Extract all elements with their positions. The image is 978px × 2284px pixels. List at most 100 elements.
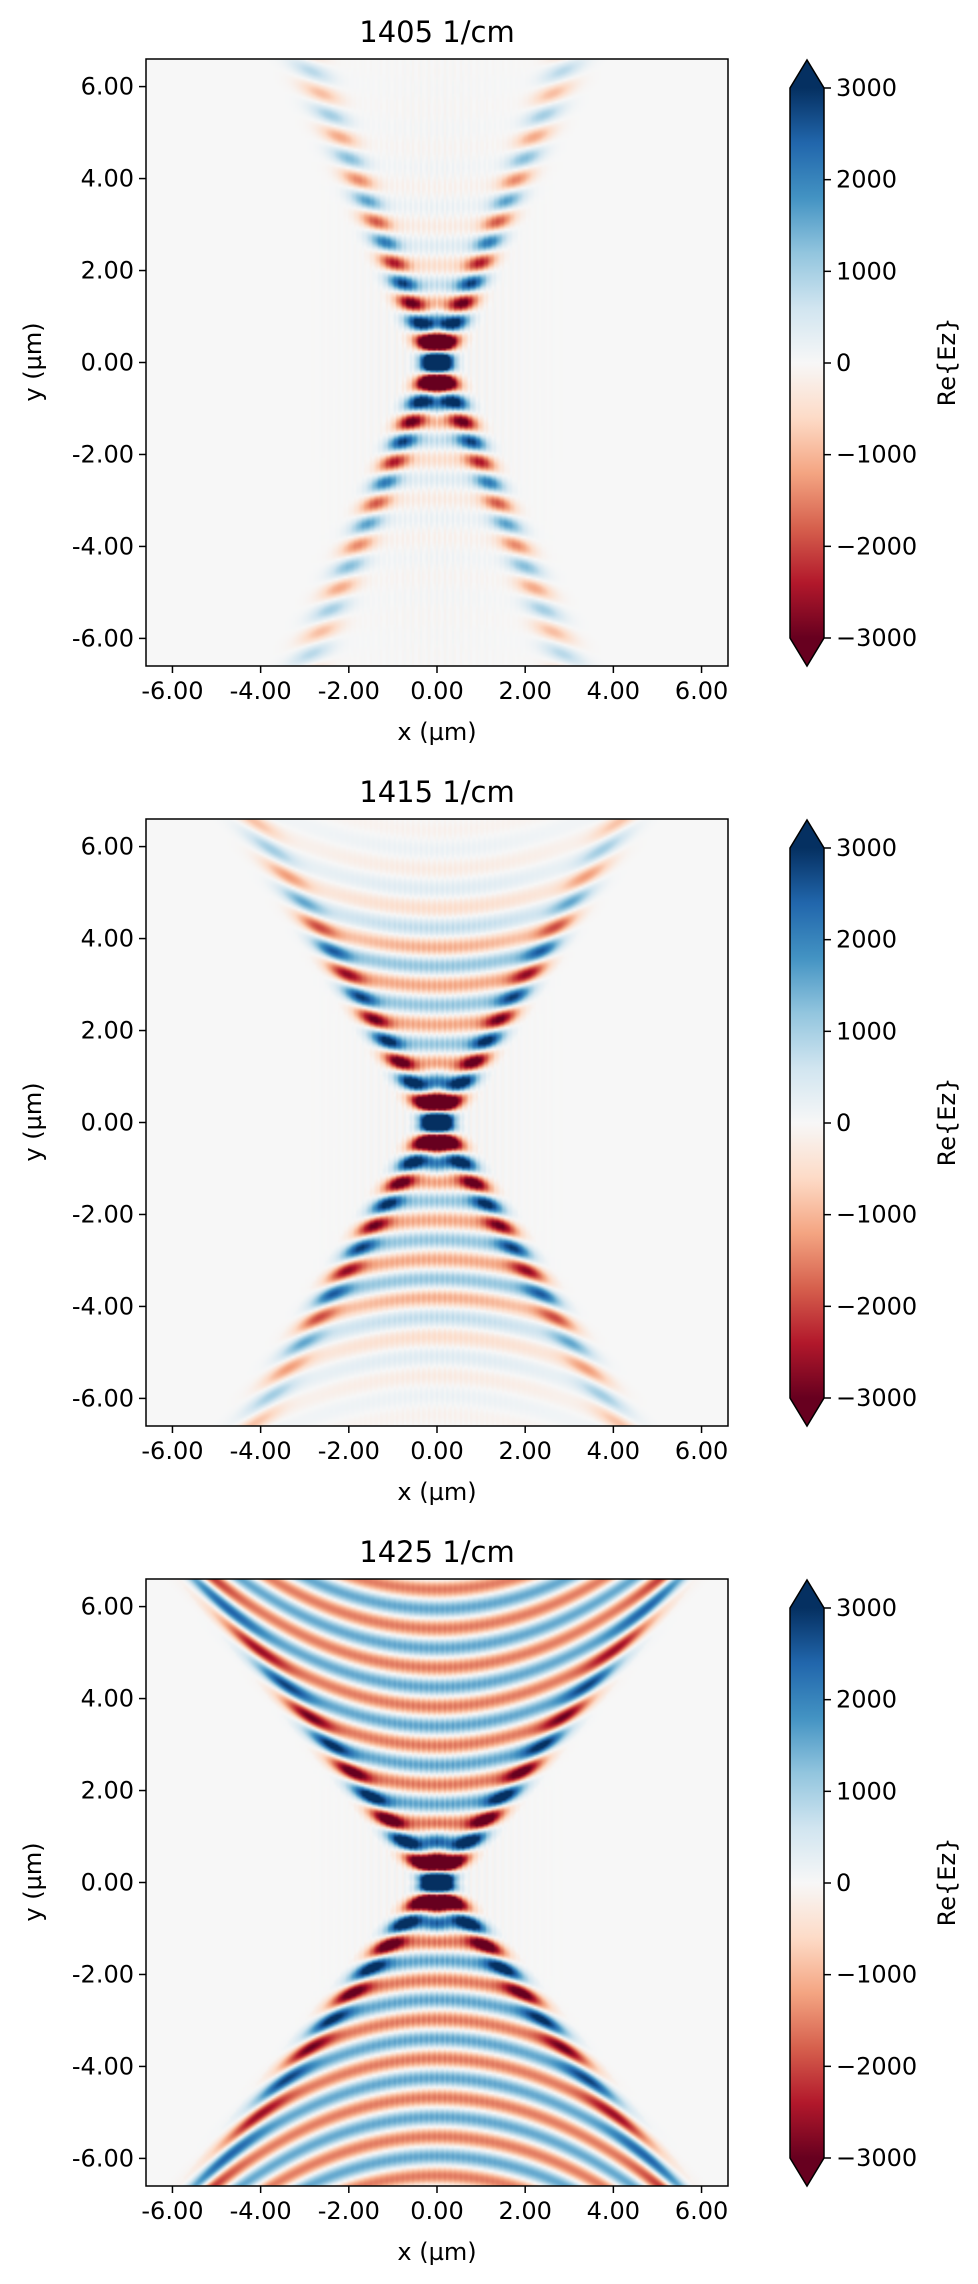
colorbar-label: Re{Ez} [933,318,961,407]
y-tick-label: 6.00 [81,73,134,101]
colorbar-label: Re{Ez} [933,1078,961,1167]
x-tick-label: 0.00 [410,677,463,705]
chart-panel-1425: 1425 1/cm -6.00 -4.00 -2.00 0.00 2.00 4.00 6.0… [0,1520,978,2281]
x-tick-label: -4.00 [230,2197,292,2225]
colorbar-tick-label: 3000 [836,74,897,102]
y-tick-label: -4.00 [72,2052,134,2080]
y-tick-label: 0.00 [81,349,134,377]
colorbar-tick-label: −1000 [836,1201,917,1229]
colorbar-tick-label: −3000 [836,624,917,652]
colorbar-tick-label: −2000 [836,1292,917,1320]
x-axis-ticks: -6.00 -4.00 -2.00 0.00 2.00 4.00 6.00 [141,666,728,705]
colorbar-extend-max [790,60,824,88]
y-axis-ticks: 6.00 4.00 2.00 0.00 -2.00 -4.00 -6.00 [72,1593,146,2172]
x-axis-label: x (µm) [397,1478,476,1506]
field-heatmap [146,59,728,666]
x-axis-label: x (µm) [397,2238,476,2266]
y-tick-label: -2.00 [72,1200,134,1228]
field-heatmap [146,819,728,1426]
heatmap-chart: 1425 1/cm -6.00 -4.00 -2.00 0.00 2.00 4.00 6.0… [19,1535,961,2266]
colorbar-extend-max [790,820,824,848]
field-heatmap [146,1579,728,2186]
x-tick-label: 4.00 [587,2197,640,2225]
colorbar-extend-min [790,2158,824,2186]
colorbar-tick-label: 0 [836,1869,851,1897]
y-tick-label: -2.00 [72,440,134,468]
colorbar-label: Re{Ez} [933,1838,961,1927]
chart-title: 1415 1/cm [359,775,514,809]
y-axis-ticks: 6.00 4.00 2.00 0.00 -2.00 -4.00 -6.00 [72,833,146,1412]
x-tick-label: 4.00 [587,677,640,705]
x-tick-label: 6.00 [675,1437,728,1465]
x-axis-ticks: -6.00 -4.00 -2.00 0.00 2.00 4.00 6.00 [141,2186,728,2225]
colorbar-tick-label: 2000 [836,1686,897,1714]
heatmap-chart: 1405 1/cm -6.00 -4.00 -2.00 0.00 2.00 4.00 6.0… [19,15,961,746]
x-tick-label: -2.00 [318,677,380,705]
colorbar-tick-label: 3000 [836,834,897,862]
colorbar-tick-label: 0 [836,1109,851,1137]
x-tick-label: -4.00 [230,677,292,705]
colorbar-tick-label: −3000 [836,2144,917,2172]
y-tick-label: 4.00 [81,1685,134,1713]
y-tick-label: -6.00 [72,2144,134,2172]
heatmap-chart: 1415 1/cm -6.00 -4.00 -2.00 0.00 2.00 4.00 6.0… [19,775,961,1506]
x-tick-label: 4.00 [587,1437,640,1465]
y-axis-ticks: 6.00 4.00 2.00 0.00 -2.00 -4.00 -6.00 [72,73,146,652]
y-tick-label: 0.00 [81,1869,134,1897]
colorbar-extend-max [790,1580,824,1608]
colorbar-tick-label: 1000 [836,1017,897,1045]
colorbar: 3000 2000 1000 0 −1000 −2000 −3000 [789,1578,917,2188]
y-axis-label: y (µm) [19,1842,47,1921]
y-axis-label: y (µm) [19,322,47,401]
x-axis-ticks: -6.00 -4.00 -2.00 0.00 2.00 4.00 6.00 [141,1426,728,1465]
y-tick-label: 4.00 [81,165,134,193]
colorbar-tick-label: −1000 [836,441,917,469]
y-tick-label: 6.00 [81,833,134,861]
x-tick-label: -4.00 [230,1437,292,1465]
y-tick-label: 0.00 [81,1109,134,1137]
colorbar-tick-label: 1000 [836,257,897,285]
y-tick-label: -2.00 [72,1960,134,1988]
colorbar: 3000 2000 1000 0 −1000 −2000 −3000 [789,818,917,1428]
y-tick-label: 2.00 [81,1777,134,1805]
x-tick-label: 2.00 [498,1437,551,1465]
x-axis-label: x (µm) [397,718,476,746]
colorbar-tick-label: 0 [836,349,851,377]
x-tick-label: -6.00 [141,2197,203,2225]
x-tick-label: -6.00 [141,677,203,705]
colorbar-tick-label: −2000 [836,532,917,560]
colorbar-gradient [790,88,824,638]
colorbar: 3000 2000 1000 0 −1000 −2000 −3000 [789,58,917,668]
colorbar-tick-label: 3000 [836,1594,897,1622]
colorbar-extend-min [790,1398,824,1426]
y-tick-label: -6.00 [72,1384,134,1412]
y-tick-label: 6.00 [81,1593,134,1621]
x-tick-label: 2.00 [498,677,551,705]
colorbar-tick-label: −3000 [836,1384,917,1412]
x-tick-label: 0.00 [410,2197,463,2225]
chart-panel-1415: 1415 1/cm -6.00 -4.00 -2.00 0.00 2.00 4.00 6.0… [0,760,978,1521]
colorbar-tick-label: 2000 [836,926,897,954]
chart-title: 1405 1/cm [359,15,514,49]
colorbar-gradient [790,848,824,1398]
y-tick-label: -6.00 [72,624,134,652]
y-tick-label: 2.00 [81,257,134,285]
y-tick-label: -4.00 [72,532,134,560]
y-tick-label: -4.00 [72,1292,134,1320]
x-tick-label: -6.00 [141,1437,203,1465]
y-tick-label: 4.00 [81,925,134,953]
x-tick-label: 2.00 [498,2197,551,2225]
chart-panel-1405: 1405 1/cm -6.00 -4.00 -2.00 0.00 2.00 4.00 6.0… [0,0,978,761]
y-axis-label: y (µm) [19,1082,47,1161]
colorbar-tick-label: −2000 [836,2052,917,2080]
x-tick-label: 6.00 [675,2197,728,2225]
colorbar-gradient [790,1608,824,2158]
colorbar-extend-min [790,638,824,666]
colorbar-tick-label: 1000 [836,1777,897,1805]
x-tick-label: -2.00 [318,1437,380,1465]
x-tick-label: -2.00 [318,2197,380,2225]
chart-title: 1425 1/cm [359,1535,514,1569]
x-tick-label: 0.00 [410,1437,463,1465]
colorbar-tick-label: 2000 [836,166,897,194]
x-tick-label: 6.00 [675,677,728,705]
